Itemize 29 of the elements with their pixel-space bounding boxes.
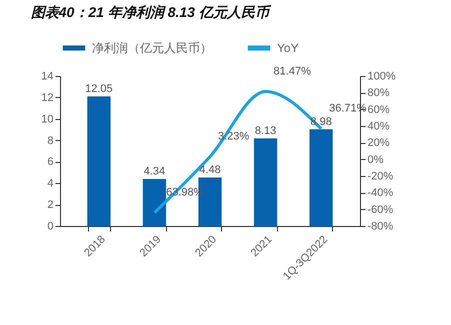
y2-tick-label: -60% [368,204,394,216]
y-tick-label: 14 [41,70,54,82]
y2-tick-label: -80% [368,220,394,232]
y2-tick-label: 20% [368,137,390,150]
y-tick-label: 4 [47,178,54,190]
y-tick-label: 6 [47,156,54,168]
y-tick-label: 2 [47,199,54,212]
y-tick-label: 10 [41,113,54,126]
y2-tick-label: 60% [368,104,390,116]
data-label: 81.47% [274,65,312,78]
data-label: 8.13 [254,124,276,137]
y2-tick-label: 0% [368,154,384,166]
bar [87,96,110,226]
legend-label: 净利润（亿元人民币） [92,41,212,55]
bar [254,138,278,226]
data-label: 4.48 [199,164,221,176]
chart-title: 图表40：21 年净利润 8.13 亿元人民币 [30,4,272,20]
legend-label: YoY [277,41,299,55]
y2-tick-label: -20% [368,170,394,182]
y-tick-label: 0 [47,220,54,232]
data-label: 12.05 [85,82,113,95]
y2-tick-label: 40% [368,120,390,132]
y2-tick-label: 80% [368,87,390,100]
y2-tick-label: 100% [368,70,396,82]
y-tick-label: 12 [41,92,54,104]
bar [310,129,333,226]
y-tick-label: 8 [47,134,54,147]
y2-tick-label: -40% [368,187,394,200]
data-label: 4.34 [144,166,166,178]
